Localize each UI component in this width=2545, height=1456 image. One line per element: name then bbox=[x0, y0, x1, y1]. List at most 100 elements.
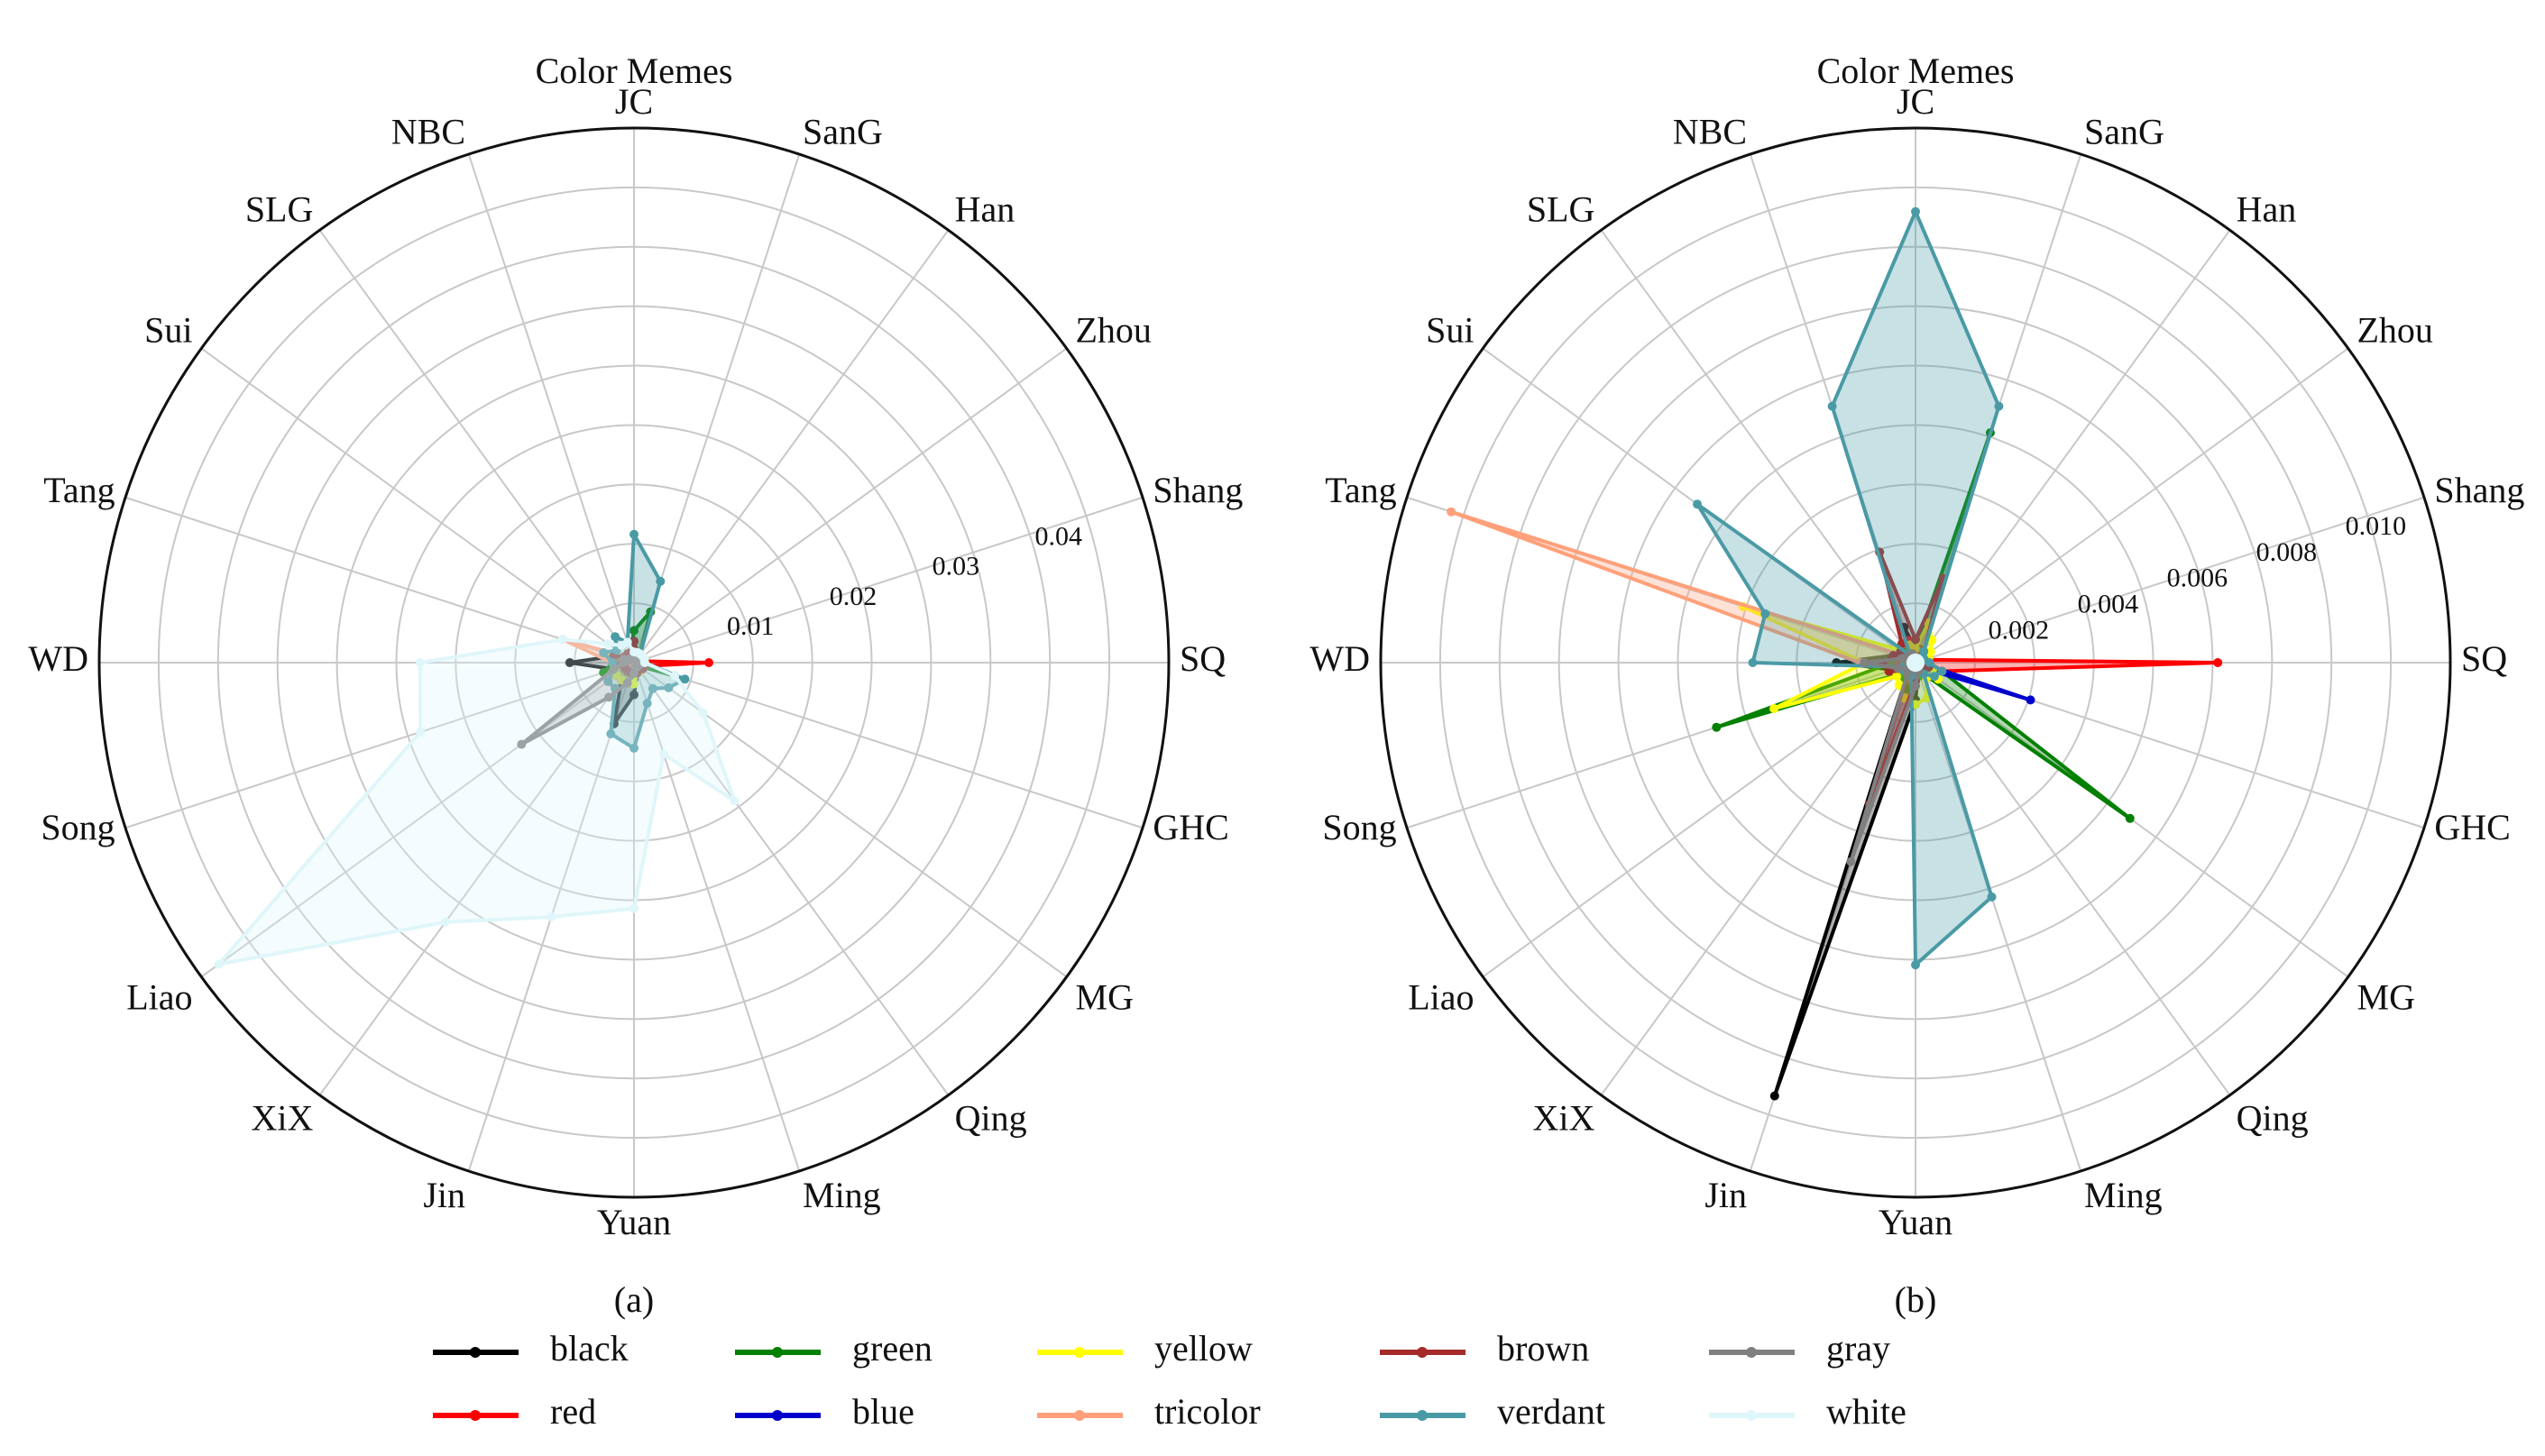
grid-spoke bbox=[1915, 662, 2082, 1172]
legend-entry-brown: brown bbox=[1380, 1328, 1589, 1369]
grid-spoke bbox=[633, 662, 801, 1172]
data-point-yellow bbox=[1892, 672, 1902, 682]
data-point-gray bbox=[1893, 664, 1903, 673]
legend-entry-white: white bbox=[1709, 1391, 1906, 1432]
grid-spoke bbox=[200, 347, 635, 664]
category-label-jin: Jin bbox=[423, 1175, 465, 1215]
category-label-shang: Shang bbox=[2434, 470, 2524, 510]
legend-swatch-marker bbox=[772, 1410, 783, 1421]
legend-entry-tricolor: tricolor bbox=[1037, 1391, 1261, 1432]
data-point-white bbox=[629, 903, 639, 913]
category-label-sq: SQ bbox=[2461, 638, 2507, 679]
category-label-sang: SanG bbox=[803, 112, 883, 152]
legend-label: blue bbox=[852, 1391, 914, 1432]
data-point-white bbox=[698, 708, 708, 718]
data-point-yellow bbox=[1894, 681, 1904, 690]
data-point-blue bbox=[2026, 695, 2035, 705]
data-point-verdant bbox=[642, 699, 652, 709]
chart-title: Color Memes bbox=[536, 50, 733, 91]
data-point-verdant bbox=[1987, 892, 1997, 902]
category-label-sang: SanG bbox=[2084, 112, 2164, 152]
radial-tick-label: 0.010 bbox=[2346, 511, 2407, 541]
category-label-qing: Qing bbox=[2237, 1097, 2309, 1138]
category-label-ming: Ming bbox=[803, 1175, 881, 1215]
series-area-verdant bbox=[1695, 209, 2001, 967]
grid-spoke bbox=[318, 229, 635, 664]
grid-spoke bbox=[1915, 496, 2425, 664]
data-point-green bbox=[629, 626, 639, 636]
category-label-wd: WD bbox=[1309, 638, 1370, 679]
category-label-xix: XiX bbox=[252, 1097, 314, 1138]
category-label-tang: Tang bbox=[1325, 470, 1396, 510]
data-point-verdant bbox=[1929, 672, 1939, 682]
category-label-xix: XiX bbox=[1533, 1097, 1595, 1138]
data-point-white bbox=[558, 635, 567, 645]
category-label-jc: JC bbox=[1897, 81, 1934, 122]
legend-label: brown bbox=[1497, 1328, 1589, 1369]
category-label-song: Song bbox=[41, 807, 115, 847]
category-label-song: Song bbox=[1322, 807, 1396, 847]
legend-entry-verdant: verdant bbox=[1380, 1391, 1605, 1432]
category-label-zhou: Zhou bbox=[2357, 309, 2433, 350]
data-point-white bbox=[214, 959, 224, 969]
radial-tick-label: 0.04 bbox=[1034, 521, 1082, 551]
data-point-gray bbox=[609, 664, 619, 674]
data-point-verdant bbox=[1748, 658, 1758, 667]
legend-entry-green: green bbox=[735, 1328, 933, 1369]
data-point-gray bbox=[1846, 856, 1856, 866]
series-white bbox=[214, 635, 740, 969]
legend-label: tricolor bbox=[1154, 1391, 1261, 1432]
legend-label: white bbox=[1826, 1391, 1906, 1432]
category-label-wd: WD bbox=[28, 638, 88, 679]
grid-spoke bbox=[467, 153, 635, 664]
series-gray bbox=[517, 653, 644, 749]
legend-entry-red: red bbox=[433, 1391, 596, 1432]
category-label-slg: SLG bbox=[245, 189, 314, 230]
category-label-ghc: GHC bbox=[1153, 807, 1228, 847]
data-point-verdant bbox=[603, 676, 613, 686]
data-point-red bbox=[2213, 658, 2223, 667]
grid-spoke bbox=[1915, 662, 2231, 1096]
data-point-verdant bbox=[1911, 960, 1920, 970]
category-label-zhou: Zhou bbox=[1076, 309, 1152, 350]
data-point-verdant bbox=[648, 683, 657, 693]
grid-spoke bbox=[124, 496, 635, 664]
grid-spoke bbox=[1915, 347, 2349, 664]
data-point-verdant bbox=[629, 529, 639, 539]
data-point-white bbox=[622, 637, 632, 647]
legend-label: gray bbox=[1826, 1328, 1890, 1369]
radar-panel-a: 0.01 0.02 0.03 0.04 JC SanG Han Zhou Shang SQ GHC M… bbox=[28, 50, 1243, 1320]
legend-swatch-marker bbox=[1074, 1410, 1085, 1421]
data-point-white bbox=[1909, 654, 1919, 664]
legend-label: yellow bbox=[1154, 1328, 1253, 1369]
legend-label: black bbox=[550, 1328, 629, 1369]
category-label-liao: Liao bbox=[1408, 976, 1474, 1017]
category-label-slg: SLG bbox=[1527, 189, 1595, 230]
legend-label: red bbox=[550, 1391, 596, 1432]
data-point-gray bbox=[622, 678, 632, 688]
category-label-sui: Sui bbox=[144, 309, 192, 350]
data-point-verdant bbox=[599, 648, 609, 657]
category-label-ming: Ming bbox=[2084, 1175, 2163, 1215]
category-label-jc: JC bbox=[615, 81, 653, 122]
category-label-mg: MG bbox=[1076, 976, 1134, 1017]
grid-spoke bbox=[633, 662, 1144, 829]
legend-swatch-marker bbox=[1417, 1410, 1428, 1421]
radial-tick-label: 0.03 bbox=[933, 552, 980, 581]
grid-spoke bbox=[1600, 229, 1916, 664]
legend-entry-yellow: yellow bbox=[1037, 1328, 1253, 1369]
data-point-white bbox=[547, 912, 556, 921]
legend-entry-black: black bbox=[433, 1328, 629, 1369]
data-point-verdant bbox=[606, 729, 616, 738]
category-label-liao: Liao bbox=[126, 976, 192, 1017]
data-point-verdant bbox=[1911, 206, 1920, 216]
legend-entry-gray: gray bbox=[1709, 1328, 1890, 1369]
grid-spoke bbox=[200, 662, 635, 978]
legend-swatch-marker bbox=[1417, 1347, 1428, 1358]
grid-spoke bbox=[1915, 229, 2231, 664]
category-label-qing: Qing bbox=[955, 1097, 1027, 1138]
panel-label: (b) bbox=[1895, 1279, 1937, 1320]
grid-spoke bbox=[1482, 662, 1916, 978]
data-point-white bbox=[670, 671, 680, 681]
